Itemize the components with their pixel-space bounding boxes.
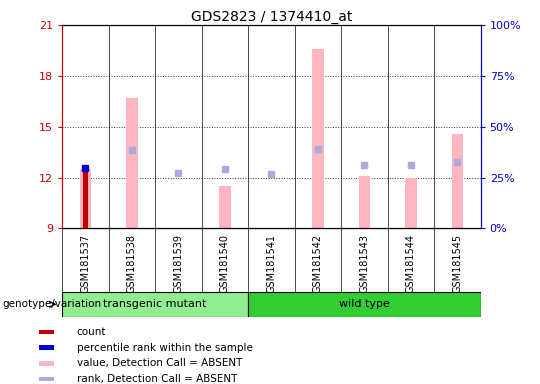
Bar — [39, 346, 55, 350]
Bar — [83, 169, 88, 228]
Text: GSM181539: GSM181539 — [173, 233, 184, 293]
Text: value, Detection Call = ABSENT: value, Detection Call = ABSENT — [77, 358, 242, 368]
Bar — [312, 49, 323, 228]
Text: percentile rank within the sample: percentile rank within the sample — [77, 343, 253, 353]
Title: GDS2823 / 1374410_at: GDS2823 / 1374410_at — [191, 10, 352, 24]
Bar — [126, 98, 138, 228]
Bar — [359, 176, 370, 228]
Text: transgenic mutant: transgenic mutant — [104, 299, 207, 310]
Bar — [248, 292, 481, 317]
Text: GSM181537: GSM181537 — [80, 233, 90, 293]
Bar — [405, 177, 417, 228]
Text: wild type: wild type — [339, 299, 390, 310]
Text: GSM181541: GSM181541 — [266, 233, 276, 293]
Bar — [219, 186, 231, 228]
Text: GSM181538: GSM181538 — [127, 233, 137, 293]
Text: rank, Detection Call = ABSENT: rank, Detection Call = ABSENT — [77, 374, 237, 384]
Text: GSM181542: GSM181542 — [313, 233, 323, 293]
Text: count: count — [77, 327, 106, 337]
Text: GSM181545: GSM181545 — [453, 233, 462, 293]
Bar — [451, 134, 463, 228]
Bar — [39, 377, 55, 381]
Bar — [39, 330, 55, 334]
Text: GSM181543: GSM181543 — [359, 233, 369, 293]
Text: genotype/variation: genotype/variation — [3, 299, 102, 310]
Text: GSM181540: GSM181540 — [220, 233, 230, 293]
Bar — [62, 292, 248, 317]
Text: GSM181544: GSM181544 — [406, 233, 416, 293]
Bar — [39, 361, 55, 366]
Bar — [79, 169, 91, 228]
